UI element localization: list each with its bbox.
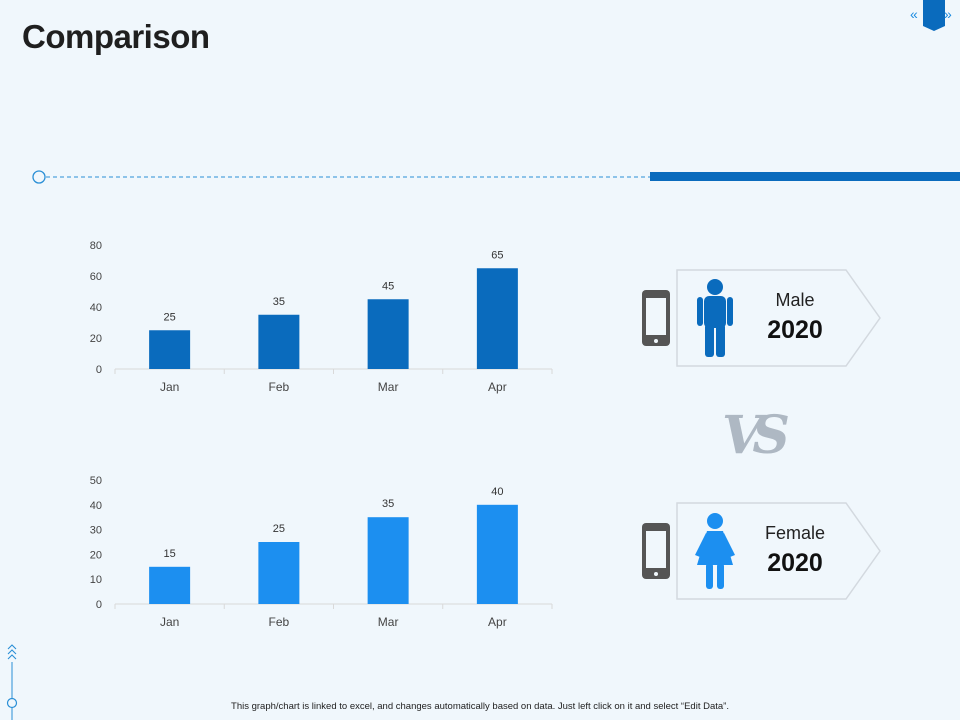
female-card: Female 2020 — [640, 499, 885, 603]
male-card-label: Male — [775, 290, 815, 310]
female-figure-icon — [695, 513, 735, 589]
y-tick-label: 40 — [90, 302, 102, 314]
x-tick-label: Apr — [488, 380, 507, 394]
female-card-year: 2020 — [767, 549, 823, 577]
male-card: Male 2020 — [640, 266, 885, 370]
data-label: 25 — [273, 523, 285, 535]
section-divider — [32, 170, 960, 184]
decor-circle-icon — [6, 697, 18, 709]
x-tick-label: Mar — [378, 615, 399, 629]
male-bar-chart: 0 20 40 60 80 25 Jan 35 Feb 45 Mar 65 Apr — [90, 240, 553, 394]
divider-accent-bar — [650, 172, 960, 181]
y-tick-label: 60 — [90, 271, 102, 283]
male-card-year: 2020 — [767, 316, 823, 344]
bar — [149, 330, 191, 369]
bar — [258, 314, 300, 369]
data-label: 45 — [382, 280, 394, 292]
versus-mark: VS — [722, 405, 790, 466]
bar — [476, 268, 518, 369]
x-tick-label: Feb — [269, 615, 290, 629]
female-card-label: Female — [764, 523, 826, 543]
x-tick-label: Jan — [160, 380, 179, 394]
smartphone-icon — [642, 290, 670, 346]
page-title: Comparison — [22, 18, 210, 55]
left-decoration — [6, 644, 18, 720]
y-tick-label: 30 — [90, 525, 102, 537]
chevrons-up-icon — [7, 644, 17, 660]
x-tick-label: Apr — [488, 615, 507, 629]
female-card-graphic — [642, 502, 881, 600]
bookmark-ribbon-icon — [923, 0, 945, 31]
data-label: 35 — [273, 296, 285, 308]
female-bar-chart: 0 10 20 30 40 50 15 Jan 25 Feb 35 Mar 40 Apr — [90, 475, 553, 629]
smartphone-icon — [642, 523, 670, 579]
y-tick-label: 40 — [90, 500, 102, 512]
divider-circle-icon — [32, 170, 46, 184]
y-tick-label: 20 — [90, 549, 102, 561]
male-card-graphic — [642, 269, 881, 367]
data-label: 40 — [491, 486, 503, 498]
x-tick-label: Mar — [378, 380, 399, 394]
data-label: 35 — [382, 498, 394, 510]
y-tick-label: 10 — [90, 574, 102, 586]
y-tick-label: 50 — [90, 475, 102, 487]
y-tick-label: 0 — [96, 599, 102, 611]
bar — [258, 542, 300, 604]
previous-slide-button[interactable]: « — [910, 6, 918, 22]
x-tick-label: Jan — [160, 615, 179, 629]
bar — [149, 566, 191, 604]
data-label: 15 — [164, 548, 176, 560]
x-tick-label: Feb — [269, 380, 290, 394]
nav-ribbon — [923, 0, 945, 31]
data-label: 65 — [491, 249, 503, 261]
bar — [476, 504, 518, 604]
arrow-panel — [676, 269, 881, 367]
bar — [367, 299, 409, 369]
arrow-panel — [676, 502, 881, 600]
y-tick-label: 0 — [96, 364, 102, 376]
y-tick-label: 20 — [90, 333, 102, 345]
footer-note: This graph/chart is linked to excel, and… — [231, 701, 729, 712]
data-label: 25 — [164, 311, 176, 323]
male-figure-icon — [697, 279, 733, 357]
y-tick-label: 80 — [90, 240, 102, 252]
bar — [367, 517, 409, 604]
next-slide-button[interactable]: » — [944, 6, 952, 22]
